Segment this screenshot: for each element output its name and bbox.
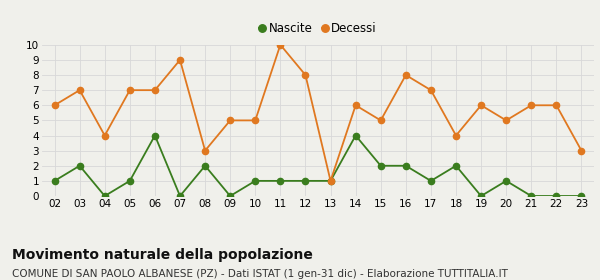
Nascite [277, 179, 284, 183]
Nascite [553, 194, 560, 198]
Decessi [452, 134, 460, 137]
Decessi [227, 119, 234, 122]
Nascite [327, 179, 334, 183]
Decessi [578, 149, 585, 152]
Decessi [277, 43, 284, 46]
Nascite [452, 164, 460, 167]
Nascite [151, 134, 158, 137]
Decessi [327, 179, 334, 183]
Line: Decessi: Decessi [52, 42, 584, 184]
Decessi [377, 119, 385, 122]
Nascite [76, 164, 83, 167]
Decessi [302, 73, 309, 77]
Nascite [427, 179, 434, 183]
Decessi [51, 104, 58, 107]
Nascite [202, 164, 209, 167]
Nascite [126, 179, 133, 183]
Decessi [126, 88, 133, 92]
Decessi [402, 73, 409, 77]
Nascite [51, 179, 58, 183]
Nascite [227, 194, 234, 198]
Nascite [251, 179, 259, 183]
Nascite [176, 194, 184, 198]
Decessi [553, 104, 560, 107]
Decessi [251, 119, 259, 122]
Decessi [151, 88, 158, 92]
Decessi [352, 104, 359, 107]
Line: Nascite: Nascite [52, 132, 584, 199]
Nascite [578, 194, 585, 198]
Nascite [503, 179, 510, 183]
Nascite [101, 194, 109, 198]
Legend: Nascite, Decessi: Nascite, Decessi [254, 17, 382, 40]
Nascite [352, 134, 359, 137]
Decessi [478, 104, 485, 107]
Nascite [302, 179, 309, 183]
Decessi [202, 149, 209, 152]
Decessi [503, 119, 510, 122]
Nascite [527, 194, 535, 198]
Text: Movimento naturale della popolazione: Movimento naturale della popolazione [12, 248, 313, 262]
Nascite [402, 164, 409, 167]
Nascite [377, 164, 385, 167]
Decessi [527, 104, 535, 107]
Decessi [76, 88, 83, 92]
Text: COMUNE DI SAN PAOLO ALBANESE (PZ) - Dati ISTAT (1 gen-31 dic) - Elaborazione TUT: COMUNE DI SAN PAOLO ALBANESE (PZ) - Dati… [12, 269, 508, 279]
Nascite [478, 194, 485, 198]
Decessi [427, 88, 434, 92]
Decessi [101, 134, 109, 137]
Decessi [176, 58, 184, 62]
